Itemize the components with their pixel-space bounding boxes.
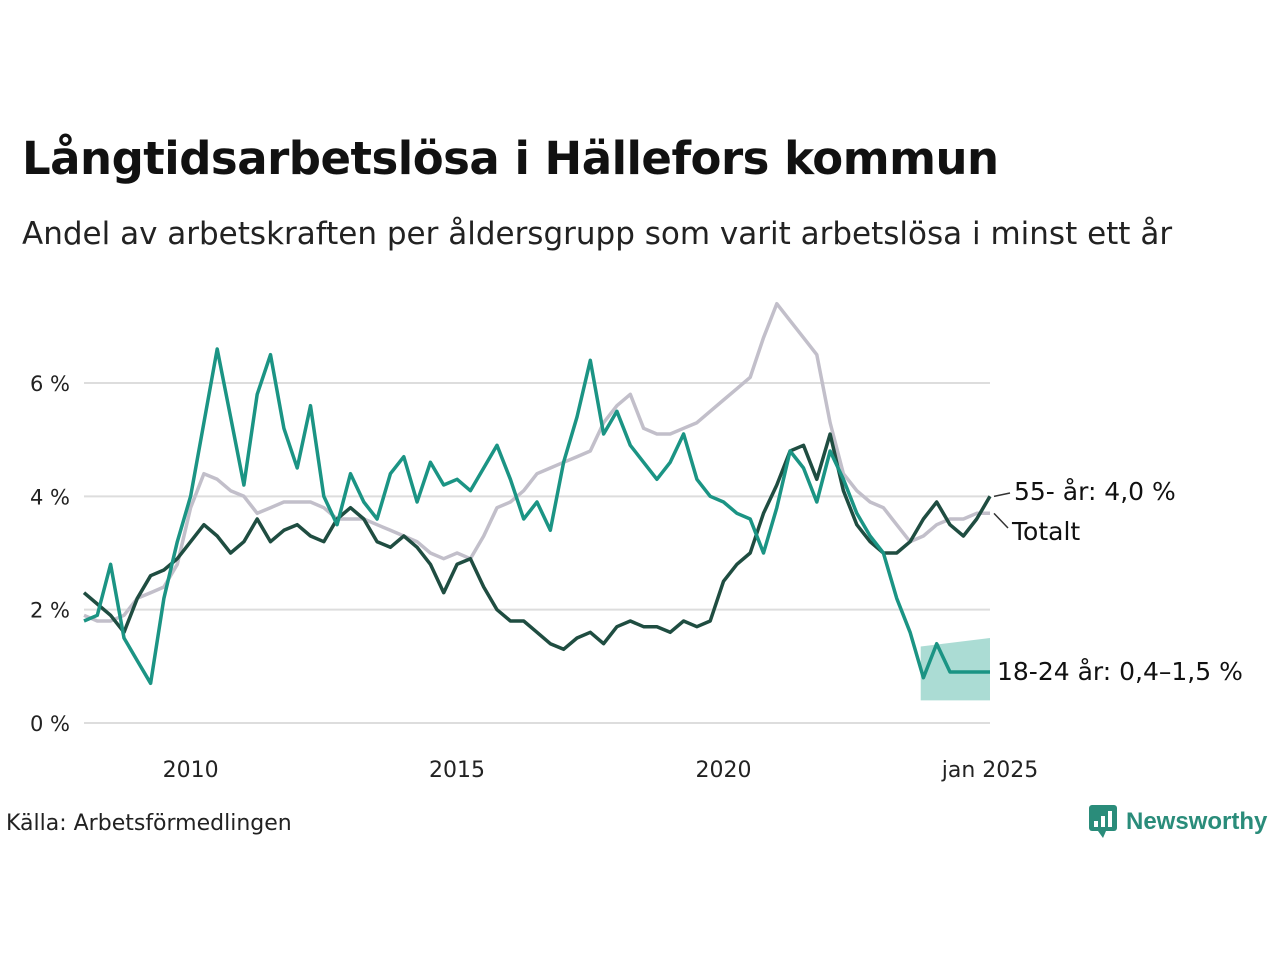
label-leader-55-plus	[993, 492, 1011, 498]
series-labels: 55- år: 4,0 % Totalt 18-24 år: 0,4–1,5 %	[993, 477, 1243, 686]
series-line-18-24	[83, 347, 990, 686]
y-axis: 0 % 2 % 4 % 6 %	[30, 372, 70, 736]
y-tick-label: 0 %	[30, 712, 70, 736]
series-lines	[82, 301, 992, 686]
x-axis: 2010 2015 2020 jan 2025	[163, 758, 1039, 783]
series-label-55-plus: 55- år: 4,0 %	[1014, 477, 1176, 506]
y-tick-label: 6 %	[30, 372, 70, 396]
x-tick-label: jan 2025	[941, 758, 1039, 783]
series-line-55-plus	[82, 432, 992, 652]
series-label-18-24: 18-24 år: 0,4–1,5 %	[997, 657, 1243, 686]
chart-subtitle: Andel av arbetskraften per åldersgrupp s…	[22, 216, 1173, 252]
uncertainty-band	[920, 638, 990, 701]
series-label-total: Totalt	[1011, 517, 1080, 546]
x-tick-label: 2015	[429, 758, 485, 783]
newsworthy-icon	[1089, 805, 1117, 838]
uncertainty-band-layer	[920, 638, 990, 701]
source-note: Källa: Arbetsförmedlingen	[6, 811, 292, 836]
brand-logo: Newsworthy	[1088, 804, 1267, 840]
series-line-total	[83, 301, 990, 623]
label-leader-total	[993, 512, 1009, 529]
gridlines	[84, 382, 990, 724]
chart-title: Långtidsarbetslösa i Hällefors kommun	[22, 132, 999, 185]
y-tick-label: 4 %	[30, 485, 70, 509]
x-tick-label: 2020	[696, 758, 752, 783]
x-tick-label: 2010	[163, 758, 219, 783]
y-tick-label: 2 %	[30, 599, 70, 623]
brand-name: Newsworthy	[1126, 808, 1268, 835]
